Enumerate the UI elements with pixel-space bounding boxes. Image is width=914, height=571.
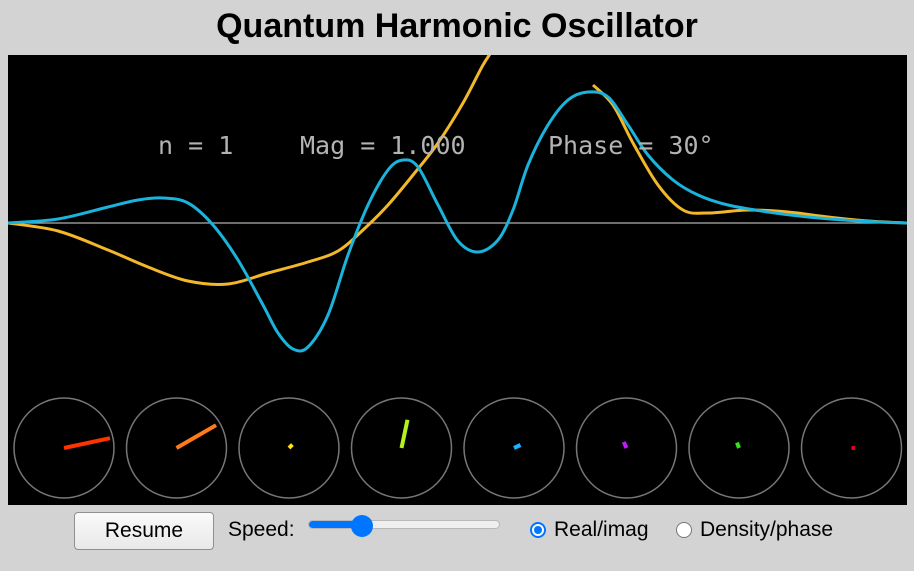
phasor-hand [287, 443, 294, 450]
mode-real-imag-label: Real/imag [554, 518, 649, 541]
phasor-ring[interactable] [463, 397, 565, 499]
phasor-hand [735, 441, 741, 449]
phasor-ring[interactable] [125, 397, 228, 499]
phasor-ring[interactable] [688, 397, 790, 499]
phasor-hand [621, 441, 629, 449]
phasor-ring[interactable] [800, 397, 903, 499]
phasor-ring[interactable] [238, 397, 340, 499]
radio-button-density-phase[interactable] [676, 522, 692, 538]
speed-slider-fill [309, 521, 363, 528]
quantum-number-readout: n = 1 [158, 131, 234, 160]
phasor-hand [513, 443, 522, 450]
phasor-hand [175, 423, 217, 450]
phasor-hand [63, 436, 111, 450]
mode-density-phase-label: Density/phase [700, 518, 834, 541]
phasor-ring[interactable] [350, 397, 453, 499]
speed-slider-track[interactable] [308, 520, 500, 529]
mode-radio-density-phase[interactable]: Density/phase [676, 517, 833, 543]
phasor-hand [399, 419, 410, 449]
magnitude-readout: Mag = 1.000 [300, 131, 466, 160]
resume-button[interactable]: Resume [74, 512, 214, 550]
speed-slider-thumb[interactable] [350, 515, 373, 537]
speed-label: Speed: [228, 518, 295, 541]
phasor-clocks[interactable] [13, 397, 903, 499]
mode-radio-real-imag[interactable]: Real/imag [530, 517, 649, 543]
phasor-ring[interactable] [13, 397, 115, 499]
imaginary-part-curve [8, 90, 907, 353]
simulation-canvas[interactable]: n = 1 Mag = 1.000 Phase = 30° [8, 55, 907, 505]
speed-slider[interactable] [308, 515, 500, 537]
simulation-svg [8, 55, 907, 499]
phasor-ring[interactable] [575, 397, 678, 499]
phase-readout: Phase = 30° [548, 131, 714, 160]
real-part-curve [8, 55, 907, 286]
control-bar: Resume Speed: Real/imag Density/phase [0, 505, 914, 571]
page-title: Quantum Harmonic Oscillator [216, 7, 698, 45]
radio-button-real-imag[interactable] [530, 522, 546, 538]
